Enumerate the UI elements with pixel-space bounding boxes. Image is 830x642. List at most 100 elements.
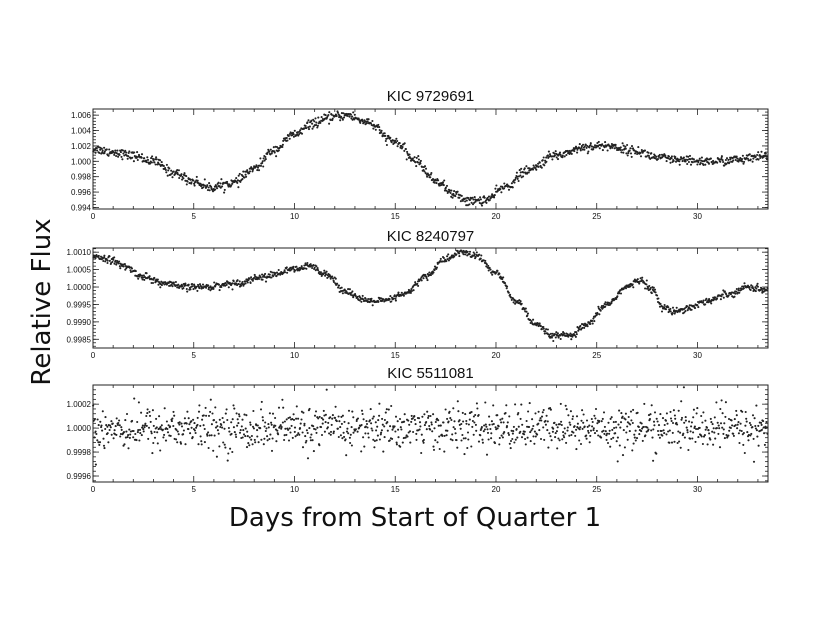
data-point [592, 427, 595, 430]
data-point [307, 128, 311, 131]
data-point [156, 442, 159, 445]
data-point [420, 279, 423, 282]
data-point [488, 266, 491, 269]
data-point [501, 436, 504, 439]
data-point [664, 154, 667, 157]
data-point [141, 274, 144, 277]
panel-title: KIC 9729691 [387, 88, 475, 105]
data-point [557, 437, 560, 440]
data-point [644, 434, 647, 437]
data-point [451, 196, 454, 199]
data-points [92, 249, 769, 343]
data-point [108, 255, 111, 258]
data-point [209, 410, 212, 413]
data-point [142, 274, 145, 277]
data-point [732, 432, 735, 435]
data-point [514, 403, 517, 406]
data-point [439, 184, 442, 187]
data-point [475, 402, 478, 405]
data-point [390, 300, 393, 303]
data-point [437, 419, 440, 422]
data-point [298, 132, 301, 136]
data-point [716, 161, 719, 164]
data-point [412, 430, 415, 434]
data-point [737, 432, 740, 435]
data-point [423, 413, 426, 416]
data-point [519, 171, 522, 174]
data-point [600, 436, 603, 439]
data-point [160, 284, 163, 287]
data-point [505, 287, 508, 290]
data-point [575, 147, 578, 150]
data-point [190, 426, 193, 429]
data-point [435, 266, 438, 269]
data-point [311, 122, 314, 125]
data-point [424, 172, 427, 175]
data-point [373, 446, 376, 449]
data-point [281, 143, 284, 146]
data-point [394, 141, 398, 144]
data-point [179, 442, 183, 445]
data-point [291, 418, 294, 421]
data-point [533, 442, 536, 445]
data-point [517, 411, 520, 415]
y-tick-label: 0.9996 [67, 472, 92, 481]
data-point [474, 255, 477, 258]
data-point [420, 433, 423, 436]
data-point [679, 446, 682, 449]
data-point [762, 420, 765, 423]
data-point [640, 430, 643, 433]
data-point [713, 298, 716, 301]
data-point [141, 278, 144, 281]
data-point [263, 159, 266, 162]
data-point [254, 441, 257, 444]
data-point [713, 431, 716, 434]
data-point [174, 280, 177, 284]
data-point [116, 149, 119, 152]
data-point [647, 286, 650, 290]
data-point [264, 429, 267, 433]
data-point [647, 428, 650, 431]
data-point [727, 434, 730, 437]
data-point [723, 290, 726, 293]
data-point [589, 429, 593, 432]
data-point [264, 280, 268, 283]
data-point [142, 428, 145, 431]
data-point [431, 430, 434, 433]
data-point [177, 283, 180, 286]
data-point [712, 427, 715, 430]
data-point [408, 290, 411, 293]
data-point [582, 143, 585, 146]
data-point [378, 438, 381, 441]
data-point [195, 426, 198, 429]
data-point [755, 429, 758, 432]
data-point [675, 306, 678, 309]
data-point [445, 434, 448, 437]
data-point [295, 417, 298, 420]
data-point [490, 437, 493, 440]
data-point [741, 410, 744, 413]
data-point [339, 434, 342, 437]
data-point [287, 428, 290, 431]
data-point [535, 168, 538, 171]
data-point [275, 440, 278, 443]
data-point [347, 409, 351, 412]
data-point [231, 182, 234, 185]
data-point [690, 308, 693, 311]
data-point [603, 425, 606, 428]
data-point [697, 161, 700, 164]
y-tick-label: 1.004 [71, 127, 92, 136]
data-point [216, 425, 219, 428]
data-point [626, 425, 629, 428]
data-point [454, 432, 457, 435]
data-point [196, 416, 199, 419]
data-point [420, 451, 423, 455]
data-point [603, 146, 606, 149]
data-point [372, 127, 375, 130]
data-point [152, 159, 155, 162]
data-point [418, 428, 421, 431]
data-point [256, 424, 259, 427]
data-point [575, 331, 578, 334]
data-point [631, 283, 634, 286]
data-point [561, 154, 564, 157]
